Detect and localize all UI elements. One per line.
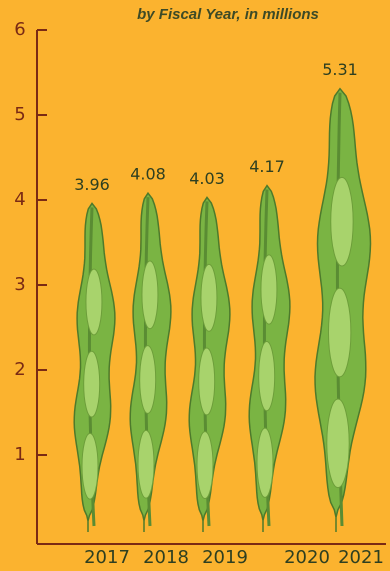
y-tick-label: 6 <box>14 19 25 40</box>
seed <box>261 255 277 324</box>
seed <box>142 261 158 329</box>
chart: by Fiscal Year, in millions 1 2 3 4 5 6 2017 3.… <box>0 0 390 571</box>
seed <box>140 346 156 414</box>
y-tick-label: 3 <box>14 274 25 295</box>
seed <box>199 348 215 415</box>
x-tick-label: 2020 <box>284 547 330 568</box>
seed <box>331 177 353 266</box>
seed <box>84 351 100 417</box>
value-label: 4.17 <box>249 157 285 176</box>
y-tick-label: 2 <box>14 359 25 380</box>
y-tick-label: 5 <box>14 104 25 125</box>
seed <box>138 430 154 498</box>
seed <box>86 269 102 335</box>
x-tick-label: 2018 <box>143 547 189 568</box>
x-tick-label: 2019 <box>202 547 248 568</box>
value-label: 3.96 <box>74 175 110 194</box>
seed <box>259 341 275 410</box>
seed <box>197 432 213 499</box>
chart-title: by Fiscal Year, in millions <box>137 6 319 23</box>
x-tick-label: 2021 <box>338 547 384 568</box>
seed <box>327 399 349 488</box>
value-label: 4.03 <box>189 169 225 188</box>
seed <box>328 288 350 377</box>
seed <box>82 433 98 499</box>
value-label: 5.31 <box>322 60 358 79</box>
y-tick-label: 4 <box>14 189 25 210</box>
y-tick-label: 1 <box>14 444 25 465</box>
seed <box>201 264 217 331</box>
seed <box>257 428 273 497</box>
value-label: 4.08 <box>130 165 166 184</box>
x-tick-label: 2017 <box>84 547 130 568</box>
